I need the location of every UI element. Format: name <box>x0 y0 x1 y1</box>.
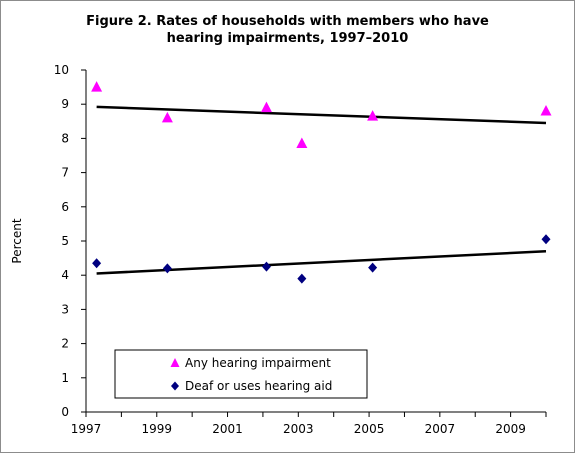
data-point-diamond <box>92 258 102 269</box>
y-tick-label: 8 <box>61 131 69 145</box>
y-tick-label: 9 <box>61 97 69 111</box>
data-point-diamond <box>368 262 378 273</box>
data-point-diamond <box>162 263 172 274</box>
y-tick-label: 4 <box>61 268 69 282</box>
legend-box <box>114 349 368 399</box>
data-point-triangle <box>540 105 552 116</box>
data-point-triangle <box>91 81 103 92</box>
x-tick-label: 1997 <box>71 422 102 436</box>
legend-marker-triangle <box>170 358 180 367</box>
data-point-triangle <box>367 110 379 121</box>
data-point-triangle <box>296 137 308 149</box>
data-point-diamond <box>297 273 307 284</box>
x-tick-label: 2005 <box>354 422 385 436</box>
legend-label-1: Any hearing impairment <box>185 356 331 370</box>
y-tick-label: 3 <box>61 302 69 316</box>
data-point-diamond <box>541 234 551 245</box>
y-tick-label: 5 <box>61 234 69 248</box>
x-tick-label: 2009 <box>495 422 526 436</box>
data-point-diamond <box>261 261 271 272</box>
x-tick-label: 2007 <box>425 422 456 436</box>
y-tick-label: 1 <box>61 371 69 385</box>
chart-title-line-1: Figure 2. Rates of households with membe… <box>86 14 489 29</box>
y-tick-label: 2 <box>61 337 69 351</box>
data-point-triangle <box>161 111 173 123</box>
chart-title-line-2: hearing impairments, 1997–2010 <box>166 31 409 46</box>
y-tick-label: 10 <box>54 63 69 77</box>
data-point-triangle <box>260 101 272 113</box>
chart-title: Figure 2. Rates of households with membe… <box>0 13 575 47</box>
trendline-series-2 <box>96 250 547 275</box>
y-axis-label: Percent <box>10 218 24 263</box>
x-tick-label: 2001 <box>212 422 243 436</box>
y-tick-label: 6 <box>61 200 69 214</box>
legend-label-2: Deaf or uses hearing aid <box>185 379 332 393</box>
trendline-series-1 <box>96 105 547 125</box>
y-tick-label: 7 <box>61 166 69 180</box>
x-tick-label: 1999 <box>141 422 172 436</box>
x-tick-label: 2003 <box>283 422 314 436</box>
y-tick-label: 0 <box>61 405 69 419</box>
legend-marker-diamond <box>171 381 179 391</box>
